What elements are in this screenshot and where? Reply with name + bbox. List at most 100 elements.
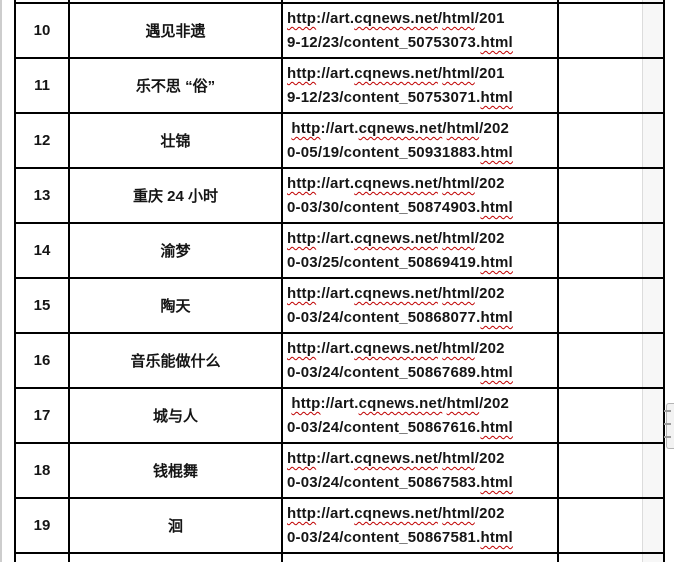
- misspelled-token: cqnews.net: [354, 505, 438, 522]
- article-url-table: 10 遇见非遗 http://art.cqnews.net/html/201 9-12…: [14, 0, 665, 562]
- empty-cell[interactable]: [559, 4, 665, 59]
- misspelled-token: cqnews.net: [354, 10, 438, 27]
- row-index-cell[interactable]: 19: [16, 499, 70, 554]
- misspelled-token: html: [480, 34, 513, 51]
- url-line1[interactable]: http://art.cqnews.net/html/202: [287, 230, 505, 247]
- title-cell[interactable]: 城与人: [70, 389, 283, 444]
- title-text: 钱棍舞: [152, 463, 198, 480]
- url-cell[interactable]: http://art.cqnews.net/html/202 0-03/30/co…: [283, 169, 559, 224]
- url-line2[interactable]: 9-12/23/content_50753071.html: [287, 89, 513, 106]
- url-line1[interactable]: http://art.cqnews.net/html/202: [287, 285, 505, 302]
- row-index-cell[interactable]: 10: [16, 4, 70, 59]
- misspelled-token: http: [291, 395, 321, 412]
- url-line2[interactable]: 0-05/19/content_50931883.html: [287, 144, 513, 161]
- title-cell[interactable]: 陶天: [70, 279, 283, 334]
- url-line1[interactable]: http://art.cqnews.net/html/201: [287, 65, 505, 82]
- row-index-cell[interactable]: 15: [16, 279, 70, 334]
- empty-cell[interactable]: [559, 279, 665, 334]
- url-line2[interactable]: 0-03/24/content_50867689.html: [287, 364, 513, 381]
- title-cell[interactable]: 乐不思 “俗”: [70, 59, 283, 114]
- url-cell[interactable]: http://art.cqnews.net/html/202 0-03/24/co…: [283, 499, 559, 554]
- misspelled-token: html: [480, 529, 513, 546]
- empty-cell[interactable]: [559, 169, 665, 224]
- scrollbar-thumb[interactable]: [664, 403, 674, 449]
- row-index-cell[interactable]: 16: [16, 334, 70, 389]
- scrollbar-grip-icon: [664, 436, 671, 438]
- empty-cell[interactable]: [559, 554, 665, 562]
- misspelled-token: html: [480, 364, 513, 381]
- empty-cell[interactable]: [559, 334, 665, 389]
- row-index: 10: [33, 22, 51, 39]
- row-index-cell[interactable]: 11: [16, 59, 70, 114]
- title-cell[interactable]: [70, 554, 283, 562]
- url-line2[interactable]: 0-03/30/content_50874903.html: [287, 199, 513, 216]
- url-cell[interactable]: [283, 0, 559, 4]
- row-index: 19: [33, 517, 51, 534]
- misspelled-token: html: [480, 89, 513, 106]
- url-cell[interactable]: http://art.cqnews.net/html/201 9-12/23/co…: [283, 4, 559, 59]
- row-index: 13: [33, 187, 51, 204]
- title-cell[interactable]: 钱棍舞: [70, 444, 283, 499]
- misspelled-token: html: [442, 65, 475, 82]
- title-cell[interactable]: 音乐能做什么: [70, 334, 283, 389]
- title-text: 陶天: [160, 298, 191, 315]
- misspelled-token: html: [442, 450, 475, 467]
- misspelled-token: html: [442, 285, 475, 302]
- url-line1[interactable]: http://art.cqnews.net/html/202: [287, 340, 505, 357]
- url-cell[interactable]: http://art.cqnews.net/html/202 0-03/24/co…: [283, 389, 559, 444]
- title-text: 渝梦: [160, 243, 191, 260]
- url-cell[interactable]: http://art.cqnews.net/html/201 9-12/23/co…: [283, 59, 559, 114]
- misspelled-token: http: [287, 285, 317, 302]
- url-line2[interactable]: 0-03/25/content_50869419.html: [287, 254, 513, 271]
- row-index-cell[interactable]: 12: [16, 114, 70, 169]
- misspelled-token: html: [442, 230, 475, 247]
- url-line1[interactable]: http://art.cqnews.net/html/202: [291, 120, 510, 137]
- misspelled-token: cqnews.net: [354, 65, 438, 82]
- title-cell[interactable]: 渝梦: [70, 224, 283, 279]
- url-line1[interactable]: http://art.cqnews.net/html/202: [291, 395, 510, 412]
- url-cell[interactable]: http://art.cqnews.net/html/202 0-03/24/co…: [283, 279, 559, 334]
- url-line2[interactable]: 9-12/23/content_50753073.html: [287, 34, 513, 51]
- url-cell[interactable]: http://art.cqnews.net/html/202 0-05/19/co…: [283, 114, 559, 169]
- misspelled-token: html: [480, 419, 513, 436]
- row-index-cell[interactable]: 18: [16, 444, 70, 499]
- url-line2[interactable]: 0-03/24/content_50867581.html: [287, 529, 513, 546]
- scrollbar-grip-icon: [664, 423, 671, 425]
- url-line1[interactable]: http://art.cqnews.net/html/202: [287, 175, 505, 192]
- empty-cell[interactable]: [559, 444, 665, 499]
- title-cell[interactable]: 壮锦: [70, 114, 283, 169]
- misspelled-token: http: [287, 505, 317, 522]
- url-cell[interactable]: http://art.cqnews.net/html/202 0-03/24/co…: [283, 444, 559, 499]
- misspelled-token: cqnews.net: [354, 450, 438, 467]
- title-text: 重庆 24 小时: [132, 188, 219, 205]
- misspelled-token: http: [287, 10, 317, 27]
- row-index: 14: [33, 242, 51, 259]
- row-index-cell[interactable]: [16, 0, 70, 4]
- title-cell[interactable]: 洄: [70, 499, 283, 554]
- title-cell[interactable]: 重庆 24 小时: [70, 169, 283, 224]
- empty-cell[interactable]: [559, 389, 665, 444]
- url-line1[interactable]: http://art.cqnews.net/html/202: [287, 450, 505, 467]
- empty-cell[interactable]: [559, 499, 665, 554]
- empty-cell[interactable]: [559, 224, 665, 279]
- url-line2[interactable]: 0-03/24/content_50867583.html: [287, 474, 513, 491]
- misspelled-token: cqnews.net: [354, 340, 438, 357]
- title-text: 壮锦: [160, 133, 191, 150]
- empty-cell[interactable]: [559, 114, 665, 169]
- row-index-cell[interactable]: [16, 554, 70, 562]
- empty-cell[interactable]: [559, 0, 665, 4]
- url-line2[interactable]: 0-03/24/content_50868077.html: [287, 309, 513, 326]
- row-index-cell[interactable]: 17: [16, 389, 70, 444]
- title-cell[interactable]: [70, 0, 283, 4]
- misspelled-token: html: [480, 144, 513, 161]
- url-cell[interactable]: [283, 554, 559, 562]
- row-index-cell[interactable]: 13: [16, 169, 70, 224]
- url-line1[interactable]: http://art.cqnews.net/html/202: [287, 505, 505, 522]
- url-line1[interactable]: http://art.cqnews.net/html/201: [287, 10, 505, 27]
- url-cell[interactable]: http://art.cqnews.net/html/202 0-03/24/co…: [283, 334, 559, 389]
- url-line2[interactable]: 0-03/24/content_50867616.html: [287, 419, 513, 436]
- row-index-cell[interactable]: 14: [16, 224, 70, 279]
- title-cell[interactable]: 遇见非遗: [70, 4, 283, 59]
- empty-cell[interactable]: [559, 59, 665, 114]
- url-cell[interactable]: http://art.cqnews.net/html/202 0-03/25/co…: [283, 224, 559, 279]
